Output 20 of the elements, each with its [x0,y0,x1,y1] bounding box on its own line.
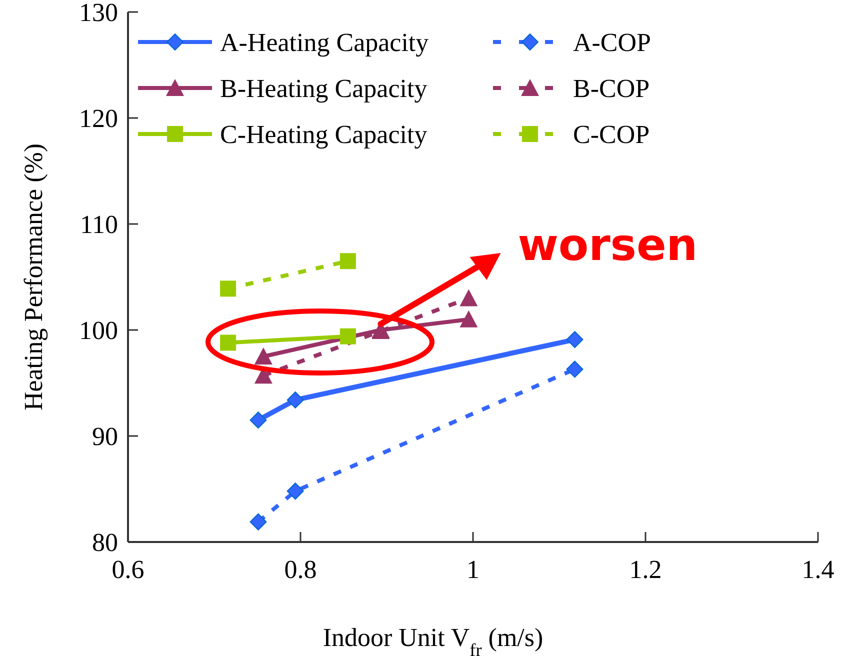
legend-label: B-COP [573,74,650,104]
legend-label: A-COP [573,28,652,58]
legend-label: B-Heating Capacity [220,74,428,104]
annotation: worsen [518,220,698,271]
y-tick-label: 80 [92,528,118,558]
x-tick-label: 1 [466,555,480,584]
y-axis-title: Heating Performance (%) [19,143,48,411]
y-tick-label: 110 [80,210,118,240]
x-tick-label: 0.6 [112,555,144,584]
legend-label: C-Heating Capacity [220,120,428,150]
legend-label: A-Heating Capacity [220,28,429,58]
y-tick-label: 90 [92,422,118,452]
y-tick-label: 120 [79,104,118,134]
x-axis-title: Indoor Unit V$_{fr}$ (m/s) [322,623,544,656]
legend-label: C-COP [573,120,650,150]
x-tick-label: 1.2 [629,555,662,584]
y-tick-label: 100 [79,316,118,346]
x-tick-label: 0.8 [284,555,317,584]
x-tick-label: 1.4 [802,555,834,584]
y-tick-label: 130 [79,0,118,28]
